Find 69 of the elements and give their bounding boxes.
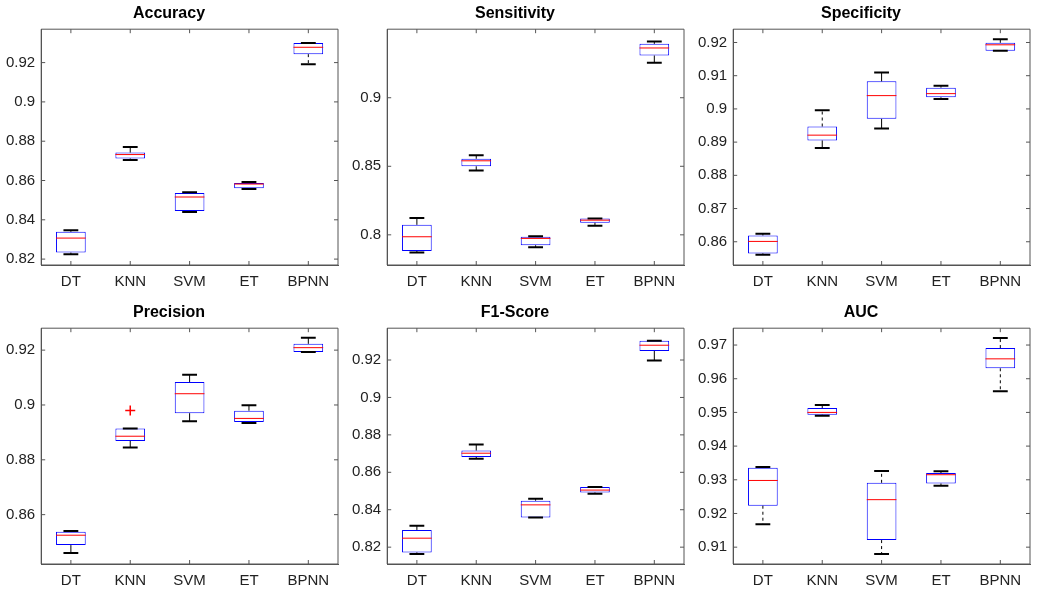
y-tick-label: 0.92 [351,350,382,368]
y-tick-label: 0.91 [697,537,728,555]
y-tick-label: 0.96 [697,368,728,386]
x-tick-label: SVM [173,272,206,290]
y-tick-label: 0.93 [697,469,728,487]
x-tick-label: ET [585,272,605,290]
y-tick-label: 0.8 [360,224,382,242]
y-tick-label: 0.9 [360,87,382,105]
x-tick-label: KNN [460,571,493,589]
y-tick-label: 0.88 [351,425,382,443]
y-tick-label: 0.89 [697,132,728,150]
y-tick-label: 0.86 [5,504,36,522]
x-tick-label: DT [60,272,81,290]
x-tick-label: SVM [519,272,552,290]
y-tick-label: 0.92 [697,32,728,50]
x-tick-label: DT [60,571,81,589]
x-tick-label: BPNN [287,272,330,290]
y-tick-label: 0.82 [5,249,36,267]
x-tick-label: SVM [865,571,898,589]
x-tick-label: ET [931,571,951,589]
x-tick-label: BPNN [633,272,676,290]
y-tick-label: 0.92 [5,340,36,358]
chart-title: F1-Score [480,303,550,321]
y-tick-label: 0.84 [351,499,382,517]
x-tick-label: DT [752,272,773,290]
x-tick-label: SVM [865,272,898,290]
y-tick-label: 0.9 [360,387,382,405]
x-tick-label: ET [585,571,605,589]
y-tick-label: 0.87 [697,198,728,216]
y-tick-label: 0.9 [706,99,728,117]
x-tick-label: BPNN [287,571,330,589]
x-tick-label: ET [931,272,951,290]
x-tick-label: DT [406,272,427,290]
x-tick-label: DT [406,571,427,589]
x-tick-label: BPNN [633,571,676,589]
x-tick-label: KNN [806,272,839,290]
x-tick-label: KNN [806,571,839,589]
x-tick-label: ET [239,571,259,589]
y-tick-label: 0.88 [5,449,36,467]
y-tick-label: 0.9 [14,395,36,413]
y-tick-label: 0.95 [697,402,728,420]
x-tick-label: KNN [114,272,147,290]
y-tick-label: 0.82 [351,537,382,555]
x-tick-label: DT [752,571,773,589]
y-tick-label: 0.88 [5,131,36,149]
x-tick-label: KNN [460,272,493,290]
y-tick-label: 0.91 [697,65,728,83]
y-tick-label: 0.85 [351,156,382,174]
y-tick-label: 0.86 [351,462,382,480]
y-tick-label: 0.97 [697,335,728,353]
x-tick-label: BPNN [979,272,1022,290]
x-tick-label: BPNN [979,571,1022,589]
y-tick-label: 0.84 [5,209,36,227]
y-tick-label: 0.88 [697,165,728,183]
x-tick-label: KNN [114,571,147,589]
y-tick-label: 0.86 [5,170,36,188]
chart-title: AUC [843,303,879,321]
y-tick-label: 0.92 [697,503,728,521]
chart-title: Accuracy [132,4,206,22]
x-tick-label: SVM [173,571,206,589]
x-tick-label: ET [239,272,259,290]
y-tick-label: 0.92 [5,52,36,70]
x-tick-label: SVM [519,571,552,589]
chart-title: Specificity [820,4,902,22]
chart-title: Sensitivity [474,4,556,22]
y-tick-label: 0.86 [697,231,728,249]
y-tick-label: 0.9 [14,92,36,110]
chart-title: Precision [132,303,206,321]
y-tick-label: 0.94 [697,436,728,454]
